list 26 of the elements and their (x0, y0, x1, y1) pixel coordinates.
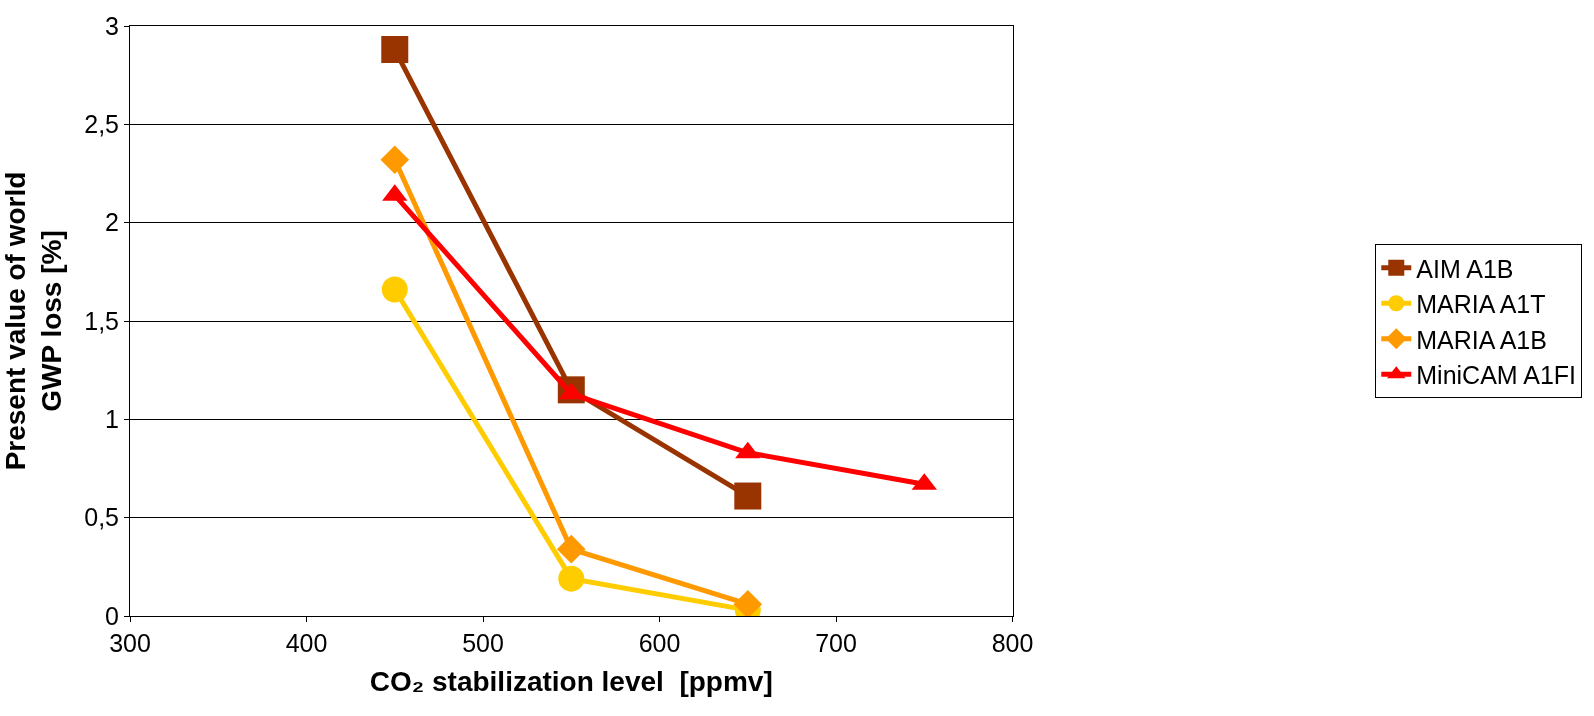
legend-label: MARIA A1T (1416, 290, 1546, 318)
point (381, 36, 409, 64)
x-tick-label: 300 (109, 629, 151, 657)
point (733, 589, 763, 616)
x-tick-label: 800 (991, 629, 1034, 657)
x-tick-label: 400 (285, 629, 328, 657)
point (734, 482, 762, 510)
point (380, 145, 410, 175)
legend-label: MARIA A1B (1416, 325, 1547, 354)
x-tick-label: 700 (815, 629, 857, 657)
y-tick-label: 1 (105, 405, 119, 434)
y-axis-title: Present value of world GWP loss [%] (0, 171, 68, 471)
y-tick-label: 3 (105, 11, 119, 40)
y-tick-label: 2 (105, 208, 119, 237)
x-tick-label: 500 (462, 629, 504, 657)
y-tick-label: 0 (105, 601, 119, 630)
point (556, 534, 586, 564)
legend-label: AIM A1B (1416, 254, 1514, 283)
y-tick-label: 0,5 (84, 503, 119, 532)
legend-label: MiniCAM A1FI (1416, 361, 1577, 389)
y-tick-label: 2,5 (84, 110, 119, 139)
x-axis-title: CO₂ stabilization level [ppmv] (369, 666, 773, 698)
point (381, 276, 408, 303)
point (558, 565, 585, 592)
x-tick-label: 600 (638, 629, 681, 657)
y-tick-label: 1,5 (84, 306, 119, 335)
